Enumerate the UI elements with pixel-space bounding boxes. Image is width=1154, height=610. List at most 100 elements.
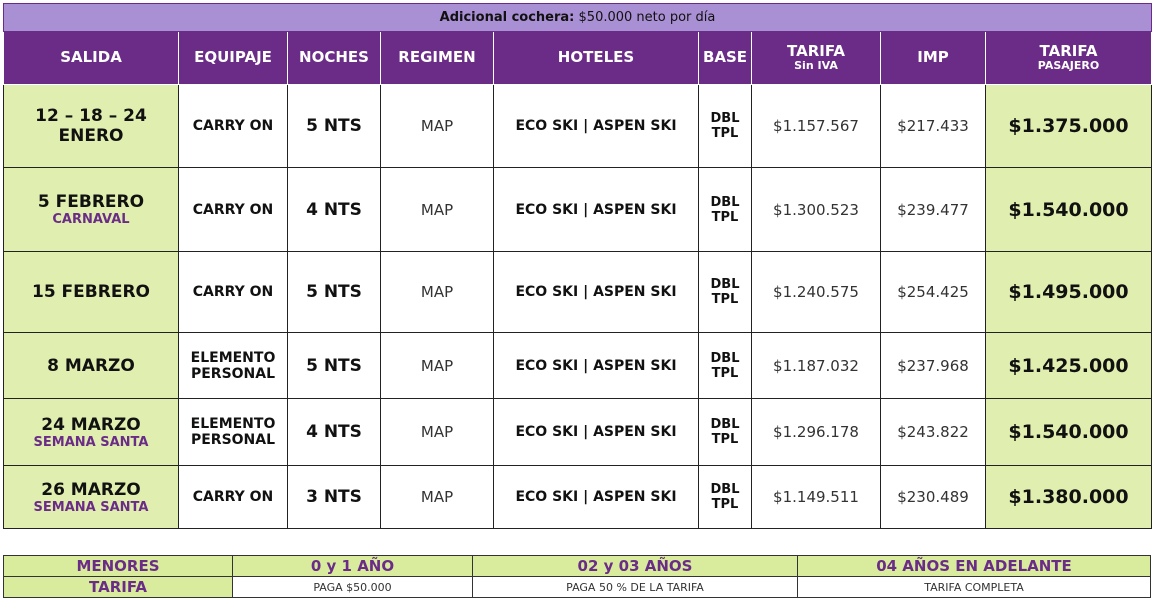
tarifa: $1.300.523 — [751, 167, 881, 252]
menores-cell: MENORES — [3, 555, 233, 577]
tarifa-pasajero: $1.540.000 — [984, 398, 1153, 466]
equipaje: PERSONAL — [190, 432, 276, 448]
column-header: EQUIPAJE — [178, 31, 288, 85]
menores-row: MENORES 0 y 1 AÑO 02 y 03 AÑOS 04 AÑOS EN A… — [3, 555, 1151, 577]
menores-cell: PAGA 50 % DE LA TARIFA — [472, 576, 798, 598]
equipaje: ELEMENTO — [190, 349, 276, 366]
data-row: 24 MARZO SEMANA SANTA ELEMENTO PERSONAL 4 NT… — [3, 398, 1153, 466]
imp: $217.433 — [880, 84, 986, 168]
menores-cell: 0 y 1 AÑO — [232, 555, 473, 577]
header-title: BASE — [702, 48, 748, 67]
menores-row: TARIFA PAGA $50.000 PAGA 50 % DE LA TARIFA… — [3, 576, 1151, 598]
base-cell: DBL TPL — [698, 332, 752, 399]
salida-cell: 26 MARZO SEMANA SANTA — [3, 465, 179, 529]
salida-note: CARNAVAL — [52, 212, 130, 227]
salida: 5 FEBRERO — [37, 192, 145, 212]
hoteles: ECO SKI | ASPEN SKI — [493, 84, 699, 168]
equipaje-cell: CARRY ON — [178, 84, 288, 168]
header-title: EQUIPAJE — [194, 48, 272, 67]
imp: $243.822 — [880, 398, 986, 466]
base: DBL — [710, 194, 740, 210]
column-header: TARIFA Sin IVA — [751, 31, 881, 85]
imp: $254.425 — [880, 251, 986, 333]
data-row: 15 FEBRERO CARRY ON 5 NTS MAP ECO SKI | ASPE… — [3, 251, 1153, 333]
salida-cell: 24 MARZO SEMANA SANTA — [3, 398, 179, 466]
regimen: MAP — [380, 251, 494, 333]
equipaje-cell: CARRY ON — [178, 465, 288, 529]
data-row: 5 FEBRERO CARNAVAL CARRY ON 4 NTS MAP ECO SKI… — [3, 167, 1153, 252]
base: DBL — [710, 350, 740, 366]
tarifa: $1.157.567 — [751, 84, 881, 168]
noches: 5 NTS — [287, 251, 381, 333]
tarifa-pasajero: $1.375.000 — [984, 84, 1153, 168]
base-cell: DBL TPL — [698, 84, 752, 168]
regimen: MAP — [380, 465, 494, 529]
table-body: Adicional cochera: $50.000 neto por día … — [2, 3, 1153, 529]
imp: $239.477 — [880, 167, 986, 252]
regimen: MAP — [380, 398, 494, 466]
column-header: BASE — [698, 31, 752, 85]
base: TPL — [711, 432, 739, 447]
hoteles: ECO SKI | ASPEN SKI — [493, 251, 699, 333]
header-title: IMP — [917, 48, 949, 67]
salida-cell: 12 – 18 – 24 ENERO — [3, 84, 179, 168]
salida: ENERO — [58, 126, 124, 146]
base: TPL — [711, 126, 739, 141]
menores-cell: 04 AÑOS EN ADELANTE — [797, 555, 1151, 577]
menores-cell: PAGA $50.000 — [232, 576, 473, 598]
header-subtitle: Sin IVA — [794, 59, 838, 73]
column-header: TARIFA PASAJERO — [984, 31, 1153, 85]
salida-cell: 15 FEBRERO — [3, 251, 179, 333]
tarifas-table: Adicional cochera: $50.000 neto por día … — [2, 3, 1153, 529]
data-row: 8 MARZO ELEMENTO PERSONAL 5 NTS MAP ECO SKI |… — [3, 332, 1153, 399]
regimen: MAP — [380, 332, 494, 399]
equipaje: CARRY ON — [192, 118, 274, 134]
banner-text: $50.000 neto por día — [578, 10, 716, 25]
noches: 4 NTS — [287, 167, 381, 252]
header-subtitle: PASAJERO — [1037, 59, 1100, 73]
data-row: 26 MARZO SEMANA SANTA CARRY ON 3 NTS MAP ECO … — [3, 465, 1153, 529]
header-title: HOTELES — [557, 48, 635, 67]
menores-cell: TARIFA COMPLETA — [797, 576, 1151, 598]
hoteles: ECO SKI | ASPEN SKI — [493, 167, 699, 252]
equipaje-cell: CARRY ON — [178, 167, 288, 252]
base: TPL — [711, 292, 739, 307]
header-row: SALIDA EQUIPAJE NOCHES REGIMEN HOTELES BASE TA… — [3, 31, 1153, 85]
hoteles: ECO SKI | ASPEN SKI — [493, 332, 699, 399]
header-title: TARIFA — [1039, 42, 1098, 61]
menores-table: MENORES 0 y 1 AÑO 02 y 03 AÑOS 04 AÑOS EN A… — [3, 555, 1151, 598]
base: DBL — [710, 417, 740, 432]
equipaje-cell: ELEMENTO PERSONAL — [178, 332, 288, 399]
noches: 4 NTS — [287, 398, 381, 466]
menores-cell: TARIFA — [3, 576, 233, 598]
equipaje: CARRY ON — [192, 489, 274, 505]
equipaje: CARRY ON — [192, 201, 274, 218]
tarifa: $1.296.178 — [751, 398, 881, 466]
tarifa-pasajero: $1.425.000 — [984, 332, 1153, 399]
base: DBL — [710, 277, 740, 292]
data-row: 12 – 18 – 24 ENERO CARRY ON 5 NTS MAP ECO SKI… — [3, 84, 1153, 168]
base: TPL — [711, 209, 739, 225]
tarifa-pasajero: $1.540.000 — [984, 167, 1153, 252]
base: DBL — [710, 482, 740, 497]
salida: 12 – 18 – 24 — [35, 106, 147, 126]
noches: 5 NTS — [287, 332, 381, 399]
noches: 3 NTS — [287, 465, 381, 529]
column-header: HOTELES — [493, 31, 699, 85]
tarifa: $1.187.032 — [751, 332, 881, 399]
menores-cell: 02 y 03 AÑOS — [472, 555, 798, 577]
base-cell: DBL TPL — [698, 251, 752, 333]
equipaje-cell: ELEMENTO PERSONAL — [178, 398, 288, 466]
regimen: MAP — [380, 167, 494, 252]
salida-cell: 8 MARZO — [3, 332, 179, 399]
equipaje: ELEMENTO — [190, 416, 276, 432]
salida-note: SEMANA SANTA — [33, 434, 149, 450]
base-cell: DBL TPL — [698, 167, 752, 252]
banner-label: Adicional cochera: — [439, 10, 575, 25]
header-title: NOCHES — [299, 48, 369, 67]
header-title: SALIDA — [60, 48, 122, 67]
tarifa-pasajero: $1.380.000 — [984, 465, 1153, 529]
base: DBL — [710, 111, 740, 126]
salida: 26 MARZO — [41, 479, 141, 500]
tarifa-pasajero: $1.495.000 — [984, 251, 1153, 333]
